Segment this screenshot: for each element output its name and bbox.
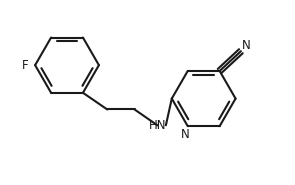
Text: F: F [22, 59, 29, 72]
Text: N: N [181, 128, 190, 141]
Text: HN: HN [149, 119, 166, 132]
Text: N: N [242, 39, 251, 52]
